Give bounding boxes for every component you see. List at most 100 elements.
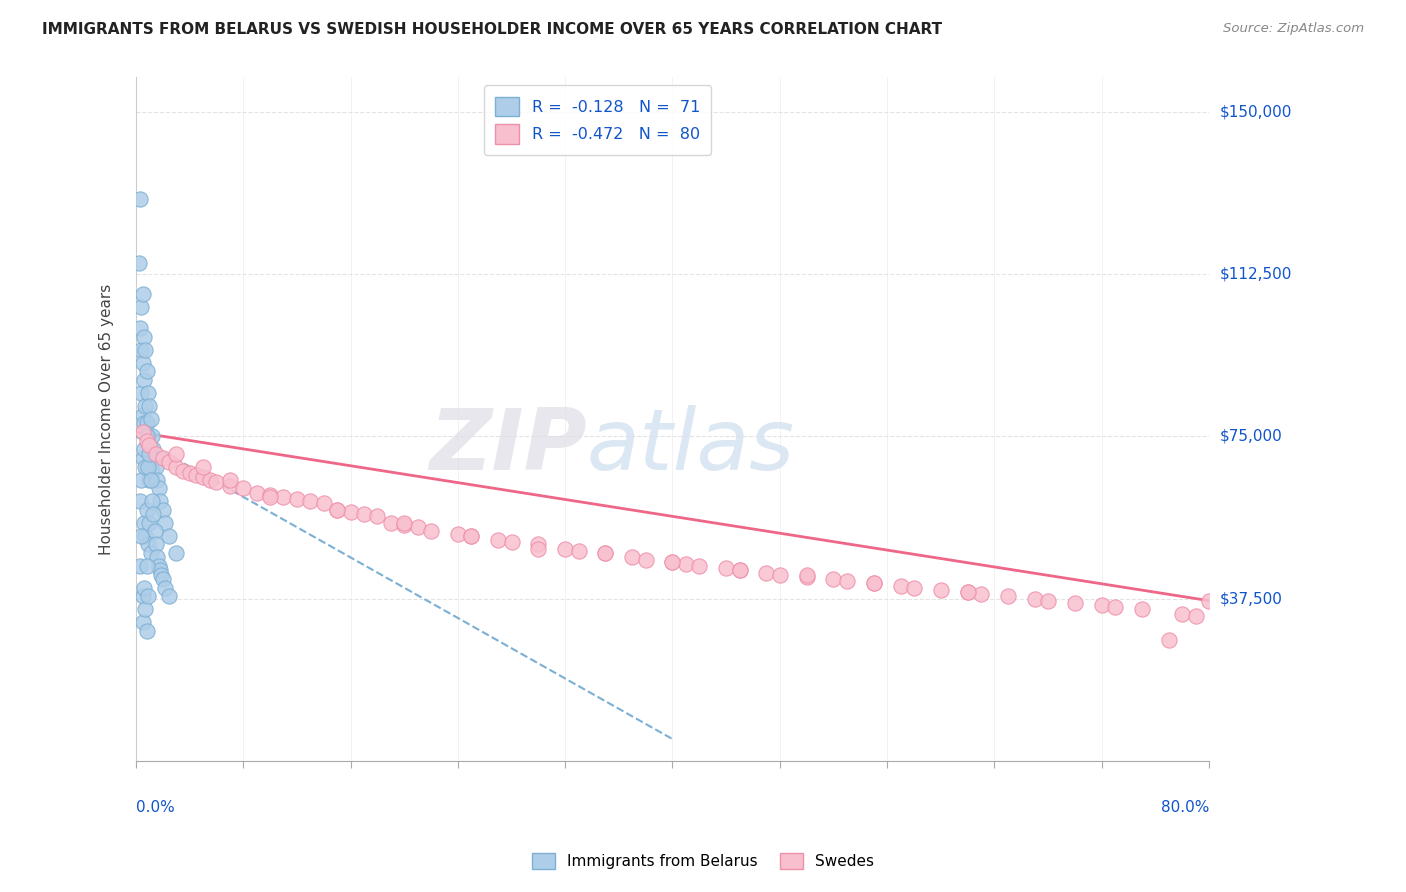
Point [956, 585, 979, 599]
Point [135, 559, 157, 574]
Point [273, 490, 295, 504]
Point [131, 408, 153, 422]
Point [218, 479, 240, 493]
Point [191, 470, 214, 484]
Point [145, 537, 167, 551]
Point [714, 561, 737, 575]
Point [148, 481, 170, 495]
Point [138, 516, 160, 530]
Point [134, 459, 156, 474]
Point [128, 256, 150, 270]
Point [131, 425, 153, 439]
Point [141, 494, 163, 508]
Point [420, 524, 443, 539]
Point [728, 563, 751, 577]
Point [132, 417, 155, 431]
Point [1036, 593, 1059, 607]
Point [165, 447, 187, 461]
Point [1104, 600, 1126, 615]
Point [218, 473, 240, 487]
Point [136, 459, 159, 474]
Point [1091, 598, 1114, 612]
Point [135, 459, 157, 474]
Point [501, 535, 523, 549]
Point [259, 488, 281, 502]
Point [392, 516, 415, 530]
Point [129, 494, 152, 508]
Point [903, 581, 925, 595]
Point [136, 537, 159, 551]
Point [205, 475, 228, 489]
Point [131, 615, 153, 630]
Text: $150,000: $150,000 [1220, 104, 1292, 120]
Point [134, 399, 156, 413]
Point [138, 438, 160, 452]
Point [339, 505, 361, 519]
Point [141, 429, 163, 443]
Point [312, 496, 335, 510]
Point [554, 541, 576, 556]
Point [145, 459, 167, 474]
Point [675, 557, 697, 571]
Point [326, 503, 349, 517]
Point [186, 468, 208, 483]
Point [621, 550, 644, 565]
Text: $37,500: $37,500 [1220, 591, 1284, 606]
Point [138, 399, 160, 413]
Point [527, 537, 550, 551]
Point [159, 529, 181, 543]
Point [129, 559, 152, 574]
Point [136, 386, 159, 401]
Point [392, 518, 415, 533]
Point [380, 516, 402, 530]
Point [131, 450, 153, 465]
Point [447, 526, 470, 541]
Point [134, 529, 156, 543]
Point [132, 516, 155, 530]
Point [131, 590, 153, 604]
Point [143, 450, 166, 465]
Point [595, 546, 617, 560]
Point [406, 520, 429, 534]
Point [129, 386, 152, 401]
Point [152, 450, 174, 465]
Point [929, 582, 952, 597]
Text: IMMIGRANTS FROM BELARUS VS SWEDISH HOUSEHOLDER INCOME OVER 65 YEARS CORRELATION : IMMIGRANTS FROM BELARUS VS SWEDISH HOUSE… [42, 22, 942, 37]
Point [769, 567, 792, 582]
Point [131, 286, 153, 301]
Point [150, 567, 173, 582]
Point [142, 507, 165, 521]
Point [179, 466, 201, 480]
Point [159, 455, 181, 469]
Point [890, 578, 912, 592]
Point [1064, 596, 1087, 610]
Point [1171, 607, 1194, 621]
Point [755, 566, 778, 580]
Point [172, 464, 194, 478]
Point [155, 516, 177, 530]
Text: 0.0%: 0.0% [136, 799, 174, 814]
Point [728, 563, 751, 577]
Point [159, 590, 181, 604]
Point [595, 546, 617, 560]
Point [148, 559, 170, 574]
Point [139, 546, 162, 560]
Point [143, 524, 166, 539]
Point [135, 434, 157, 448]
Point [129, 300, 152, 314]
Point [139, 450, 162, 465]
Point [146, 550, 169, 565]
Text: ZIP: ZIP [429, 405, 586, 488]
Point [129, 473, 152, 487]
Point [1184, 608, 1206, 623]
Point [198, 473, 221, 487]
Point [568, 544, 591, 558]
Point [862, 576, 884, 591]
Point [970, 587, 993, 601]
Point [135, 503, 157, 517]
Point [796, 570, 818, 584]
Point [131, 356, 153, 370]
Point [165, 459, 187, 474]
Text: Source: ZipAtlas.com: Source: ZipAtlas.com [1223, 22, 1364, 36]
Point [129, 529, 152, 543]
